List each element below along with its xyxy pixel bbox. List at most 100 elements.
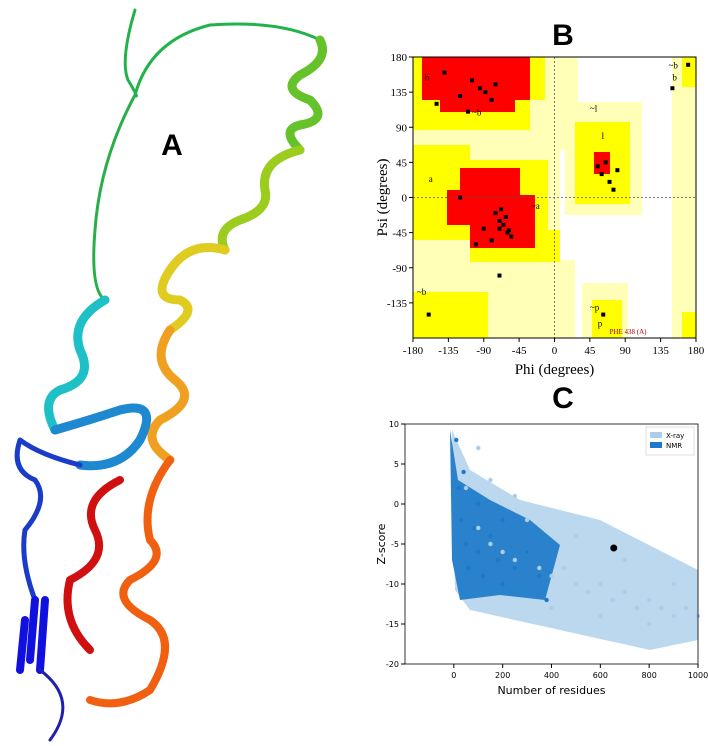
structure-point	[476, 525, 481, 531]
structure-point	[458, 517, 464, 523]
residue-point	[473, 242, 478, 247]
structure-point	[610, 544, 618, 552]
structure-point	[488, 477, 493, 483]
x-tick-label: 45	[584, 345, 596, 357]
y-tick-label: -45	[392, 228, 407, 240]
panel-label: B	[552, 19, 574, 52]
region-label: b	[672, 72, 677, 82]
structure-point	[476, 445, 481, 451]
residue-point	[458, 195, 463, 200]
structure-point	[495, 557, 500, 563]
residue-point	[434, 101, 439, 106]
structure-point	[461, 469, 466, 475]
structure-point	[610, 597, 615, 603]
structure-point	[471, 525, 476, 531]
residue-point	[499, 207, 504, 212]
structure-point	[454, 437, 459, 443]
residue-point	[670, 86, 675, 91]
structure-point	[622, 589, 627, 595]
x-tick-label: 200	[495, 671, 510, 680]
structure-point	[476, 501, 481, 507]
region-label: p	[598, 318, 603, 328]
structure-point	[544, 597, 549, 603]
residue-point	[483, 90, 488, 95]
residue-point	[458, 94, 463, 99]
y-axis-label: Psi (degrees)	[375, 159, 391, 237]
residue-point	[497, 226, 502, 231]
residue-point	[501, 222, 506, 227]
region-label: a	[429, 174, 433, 184]
residue-point	[426, 312, 431, 317]
residue-point	[615, 168, 620, 173]
y-tick-label: -5	[391, 540, 399, 549]
structure-point	[512, 493, 518, 499]
structure-point	[683, 605, 688, 611]
ramachandran-regions	[413, 57, 696, 338]
structure-point	[573, 581, 579, 587]
structure-point	[585, 589, 591, 595]
residue-point	[466, 109, 471, 114]
residue-point	[601, 312, 606, 317]
residue-point	[509, 234, 514, 239]
y-tick-label: 180	[391, 52, 408, 64]
y-tick-label: 90	[396, 122, 408, 134]
region-label: ~b	[472, 108, 482, 118]
y-tick-label: -135	[387, 298, 408, 310]
residue-point	[489, 97, 494, 102]
x-tick-label: -180	[403, 345, 424, 357]
structure-point	[524, 517, 530, 523]
residue-point	[442, 70, 447, 75]
structure-point	[659, 605, 664, 611]
x-tick-label: 1000	[688, 671, 708, 680]
residue-point	[503, 215, 508, 220]
x-tick-label: 135	[652, 345, 669, 357]
legend-swatch	[650, 442, 662, 448]
protein-ribbon	[14, 8, 327, 742]
structure-point	[466, 565, 471, 571]
zscore-plot: 0 200 400 600 800 1000 -20 -15 -10 -5 0 5 10 Number o…	[375, 420, 708, 697]
region-label: b	[425, 72, 430, 82]
legend-box	[645, 426, 695, 456]
y-tick-label: -90	[392, 263, 407, 275]
structure-point	[488, 533, 493, 539]
legend-swatch	[650, 432, 662, 438]
structure-point	[598, 581, 603, 587]
y-tick-label: 0	[402, 193, 408, 205]
structure-point	[634, 605, 640, 611]
x-tick-label: 90	[620, 345, 632, 357]
structure-point	[671, 581, 676, 587]
x-tick-label: 800	[642, 671, 657, 680]
legend-label: X-ray	[666, 432, 684, 440]
structure-point	[549, 605, 554, 611]
structure-point	[512, 565, 518, 571]
residue-point	[481, 226, 486, 231]
structure-point	[500, 549, 505, 555]
structure-point	[463, 541, 469, 547]
structure-point	[456, 485, 461, 491]
residue-point	[607, 179, 612, 184]
y-tick-label: 5	[394, 460, 399, 469]
legend-label: NMR	[666, 442, 682, 450]
residue-point	[595, 164, 600, 169]
residue-point	[497, 273, 502, 278]
structure-point	[476, 549, 481, 555]
residue-point	[493, 211, 498, 216]
x-tick-label: 180	[688, 345, 705, 357]
structure-point	[480, 573, 486, 579]
structure-point	[561, 565, 566, 571]
residue-point	[489, 238, 494, 243]
structure-point	[671, 613, 676, 619]
region-label: ~b	[417, 287, 427, 297]
x-tick-label: 600	[593, 671, 608, 680]
x-tick-label: -45	[512, 345, 527, 357]
structure-point	[500, 517, 505, 523]
y-tick-label: 10	[389, 420, 399, 429]
y-tick-label: -20	[386, 660, 399, 669]
residue-point	[506, 228, 511, 233]
x-tick-label: -90	[476, 345, 491, 357]
panel-label: C	[552, 382, 574, 415]
region-label: ~p	[590, 303, 600, 313]
residue-point	[505, 230, 510, 235]
residue-point	[469, 78, 474, 83]
region-label: ~l	[590, 104, 598, 114]
